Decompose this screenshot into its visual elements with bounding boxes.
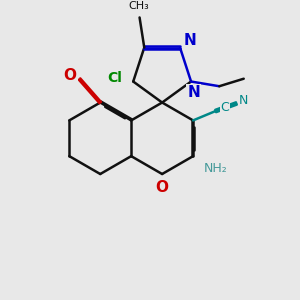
- Text: O: O: [64, 68, 76, 83]
- Text: N: N: [239, 94, 249, 107]
- Text: NH₂: NH₂: [204, 162, 227, 175]
- Text: CH₃: CH₃: [128, 1, 149, 11]
- Text: N: N: [188, 85, 200, 100]
- Text: C: C: [221, 101, 230, 114]
- Text: O: O: [156, 180, 169, 195]
- Text: N: N: [184, 32, 197, 47]
- Text: Cl: Cl: [107, 71, 122, 85]
